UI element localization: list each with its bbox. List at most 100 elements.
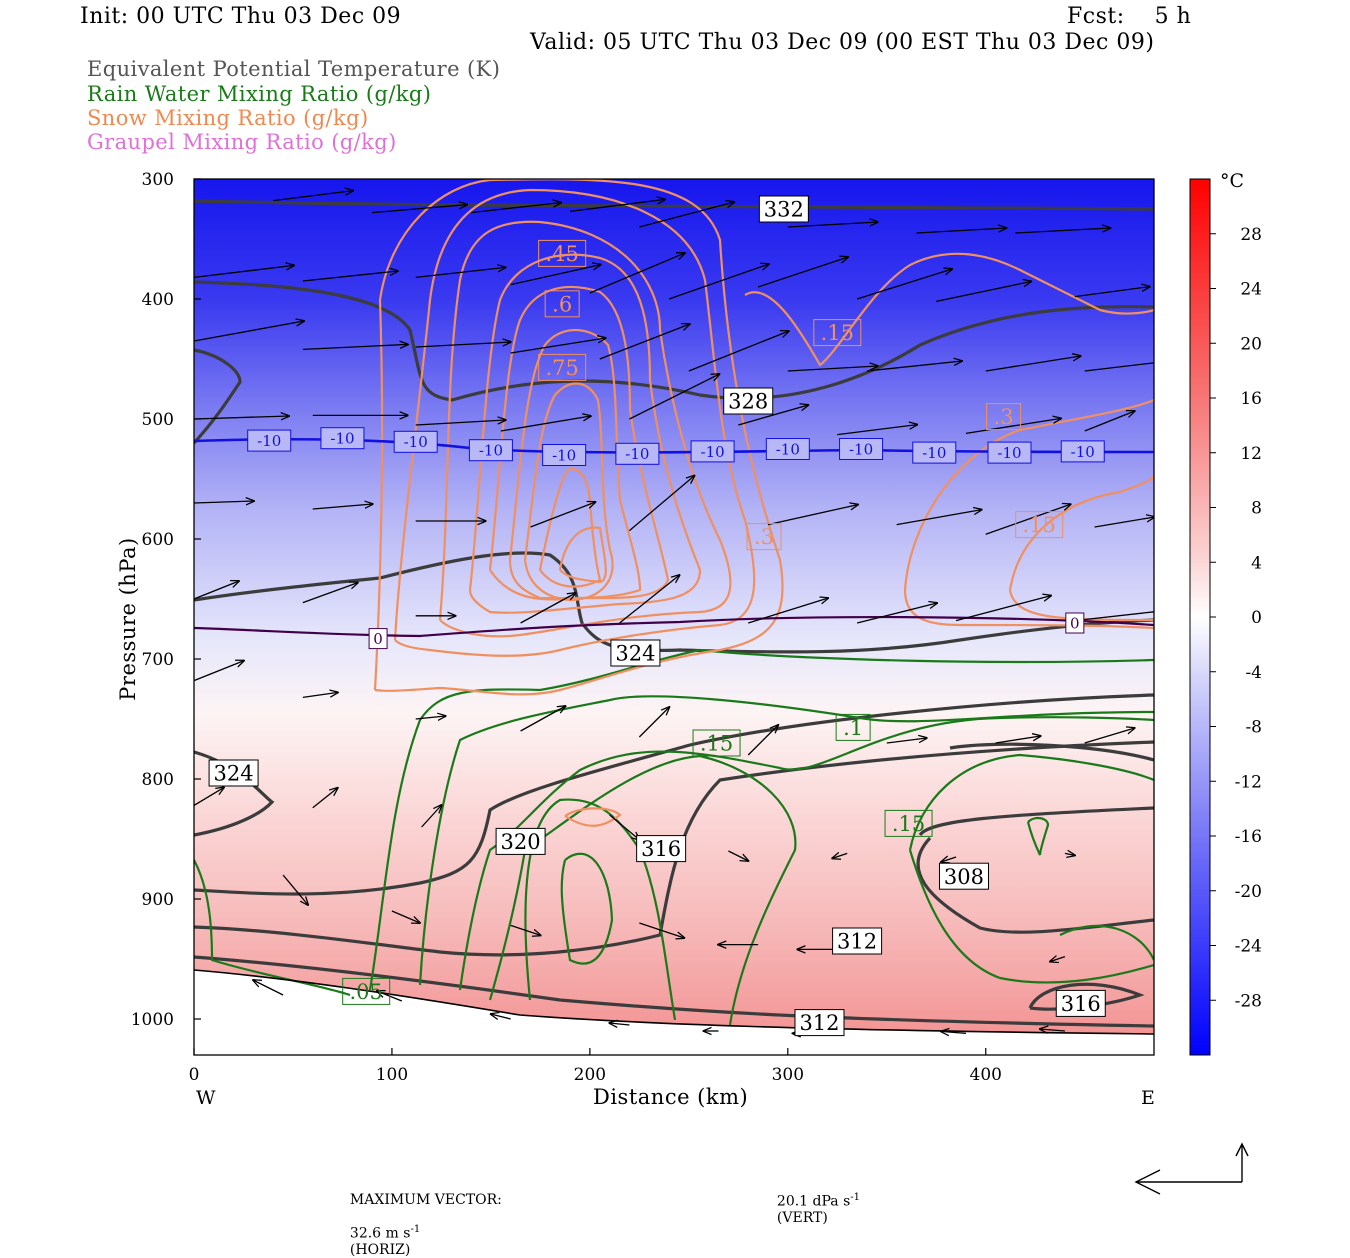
isotherm-label-minus10: -10 [625, 445, 649, 463]
y-tick-label: 900 [142, 890, 174, 910]
legend-rain: Rain Water Mixing Ratio (g/kg) [87, 82, 432, 106]
wind-vector [767, 505, 858, 526]
x-tick-label: 400 [970, 1065, 1002, 1085]
wind-vector [1084, 362, 1154, 372]
colorbar-tick-label: -20 [1235, 882, 1262, 902]
wind-vector [955, 596, 1051, 622]
x-tick-label: 200 [574, 1065, 606, 1085]
isotherm-label-0: 0 [373, 630, 383, 648]
wind-vector [1064, 853, 1075, 855]
colorbar-tick-label: 12 [1240, 444, 1262, 464]
wind-vector [253, 980, 284, 996]
colorbar-tick-label: -8 [1245, 718, 1262, 738]
wind-vector [589, 253, 685, 294]
isotherm-label-minus10-box [320, 427, 365, 450]
rain-label: .1 [843, 716, 863, 740]
wind-vector [415, 420, 506, 426]
max-vector-vert-unit: (VERT) [776, 1209, 828, 1226]
isotherm-label-minus10: -10 [849, 440, 873, 458]
wind-vector [609, 814, 640, 840]
wind-vector [510, 924, 541, 935]
wind-vector [194, 661, 244, 682]
isotherm-label-minus10-box [690, 440, 735, 463]
wind-vector [302, 583, 358, 604]
theta-e-label-box [1055, 989, 1106, 1017]
max-vector-vertical-label: 20.1 dPa s-1 (VERT) [768, 1176, 860, 1226]
forecast-hour: Fcst: 5 h [1067, 4, 1192, 29]
snow-label: .3 [994, 405, 1014, 429]
wind-vectors [194, 191, 1154, 1034]
theta-e-label-box [938, 862, 989, 890]
isotherm-label-minus10-box [987, 441, 1032, 464]
wind-vector [302, 271, 398, 282]
wind-vector [985, 504, 1071, 535]
wind-vector [629, 476, 694, 532]
isotherm-label-minus10: -10 [776, 440, 800, 458]
wind-vector [520, 706, 566, 732]
isotherm-label-minus10-box [542, 444, 587, 466]
snow-label-box [746, 523, 782, 551]
isotherm-label-minus10: -10 [997, 444, 1021, 462]
rain-label: .15 [892, 812, 925, 836]
wind-vector [748, 598, 828, 624]
wind-vector [856, 269, 952, 300]
y-tick-label: 500 [142, 410, 174, 430]
x-axis-east-label: E [1141, 1087, 1155, 1109]
snow-label-box [544, 290, 580, 318]
wind-vector [619, 575, 680, 624]
cross-section-chart: -10 -10 -10 -10 -10 -10 -10 -10 -10 -10 -10 -10 0 0 33… [131, 170, 1262, 1195]
isotherm-label-minus10: -10 [330, 430, 354, 448]
theta-e-label-box [610, 639, 661, 667]
wind-vector [391, 910, 420, 923]
wind-vector [415, 342, 511, 348]
wind-vector [896, 510, 982, 526]
wind-vector [194, 501, 254, 503]
wind-vector [728, 850, 748, 861]
theta-e-label: 308 [944, 865, 984, 889]
isotherm-label-minus10-box [765, 438, 810, 460]
snow-label: .75 [545, 356, 578, 380]
theta-e-label-box [723, 387, 774, 415]
legend-snow: Snow Mixing Ratio (g/kg) [87, 106, 369, 130]
vector-scale-arrows [1134, 1142, 1249, 1195]
wind-vector [916, 228, 1006, 234]
wind-vector [599, 324, 690, 360]
wind-vector [787, 366, 878, 372]
legend-theta-e: Equivalent Potential Temperature (K) [87, 57, 501, 81]
x-tick-label: 0 [189, 1065, 200, 1085]
colorbar-tick-label: 28 [1240, 225, 1262, 245]
wind-vector [194, 416, 289, 419]
wind-vector [415, 716, 446, 719]
wind-vector [965, 418, 1061, 435]
snow-label: .3 [754, 525, 774, 549]
isotherm-label-minus10: -10 [257, 432, 281, 450]
init-time: Init: 00 UTC Thu 03 Dec 09 [80, 4, 402, 29]
wind-vector [194, 581, 239, 600]
colorbar-tick-label: 16 [1240, 389, 1262, 409]
x-tick-label: 300 [772, 1065, 804, 1085]
theta-e-label-box [636, 835, 687, 863]
wind-vector [1094, 517, 1154, 528]
wind-vector [530, 502, 595, 528]
theta-e-label: 328 [728, 390, 768, 414]
wind-vector [302, 692, 338, 699]
rain-label: .15 [700, 732, 733, 756]
wind-vector [609, 1023, 630, 1025]
wind-vector [738, 405, 808, 426]
y-tick-label: 600 [142, 530, 174, 550]
x-axis-west-label: W [196, 1087, 216, 1109]
colorbar-unit: °C [1220, 170, 1245, 192]
snow-label-box [1015, 511, 1064, 539]
wind-vector [1084, 411, 1135, 432]
vert-exponent: -1 [850, 1192, 861, 1203]
max-vector-horizontal: 32.6 m s [349, 1225, 411, 1242]
isotherm-label-0-box [1065, 612, 1085, 634]
colorbar-tick-label: 24 [1240, 280, 1262, 300]
wind-vector [1040, 1029, 1065, 1031]
theta-e-label: 324 [615, 642, 655, 666]
theta-e-label-box [794, 1009, 845, 1037]
isotherm-label-0-box [368, 628, 388, 650]
isotherm-label-minus10-box [393, 430, 438, 453]
theta-e-label-box [758, 195, 809, 223]
snow-label: .6 [552, 292, 572, 316]
